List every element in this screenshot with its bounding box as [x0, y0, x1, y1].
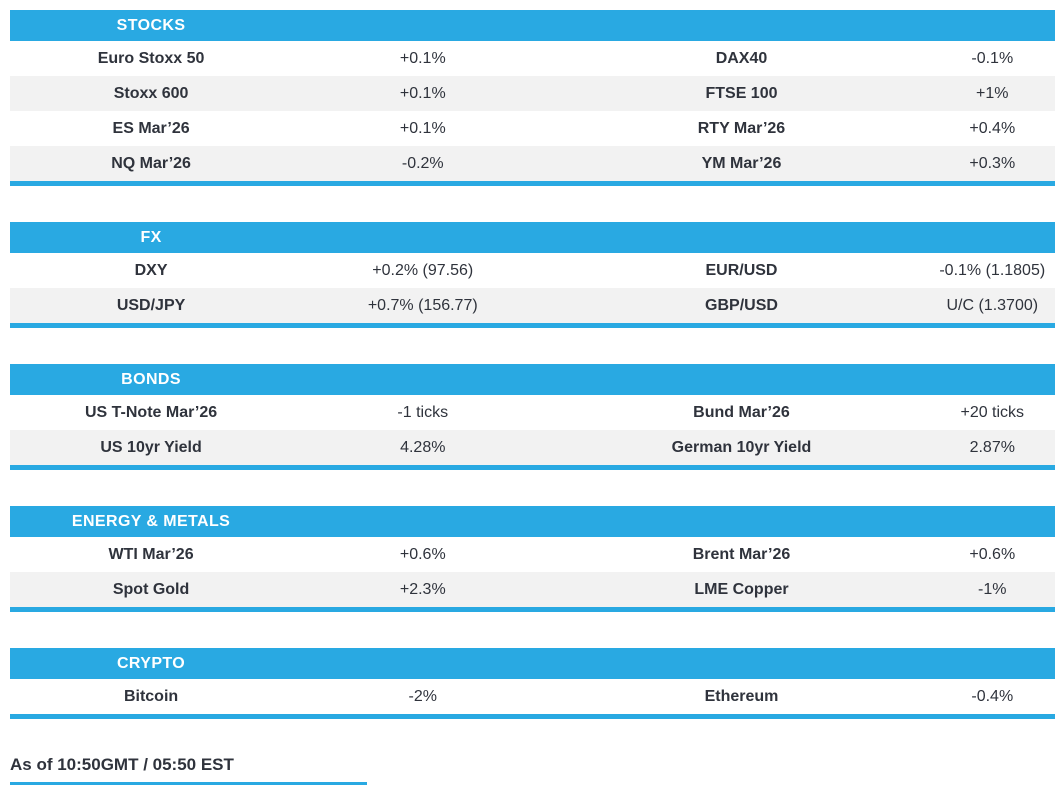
instrument-change: +0.4%: [969, 120, 1016, 137]
as-of-timestamp: As of 10:50GMT / 05:50 EST: [10, 755, 234, 774]
instrument-change: +20 ticks: [960, 404, 1025, 421]
section-rows: WTI Mar’26 +0.6% Brent Mar’26 +0.6% Spot…: [10, 537, 1055, 607]
table-row: Euro Stoxx 50 +0.1% DAX40 -0.1%: [10, 41, 1055, 76]
section-title: CRYPTO: [116, 655, 186, 672]
instrument-name: Euro Stoxx 50: [97, 50, 205, 67]
instrument-name: GBP/USD: [705, 297, 778, 314]
instrument-name: ES Mar’26: [112, 120, 190, 137]
instrument-name: USD/JPY: [116, 297, 186, 314]
instrument-name: LME Copper: [694, 581, 789, 598]
instrument-name: US T-Note Mar’26: [84, 404, 218, 421]
instrument-name: EUR/USD: [705, 262, 778, 279]
market-section: FX DXY +0.2% (97.56) EUR/USD -0.1% (1.18…: [10, 222, 1055, 328]
instrument-change: -2%: [408, 688, 437, 705]
table-row: ES Mar’26 +0.1% RTY Mar’26 +0.4%: [10, 111, 1055, 146]
market-sections: STOCKS Euro Stoxx 50 +0.1% DAX40 -0.1% S…: [10, 10, 1055, 719]
table-row: US T-Note Mar’26 -1 ticks Bund Mar’26 +2…: [10, 395, 1055, 430]
instrument-name: DXY: [134, 262, 168, 279]
table-row: DXY +0.2% (97.56) EUR/USD -0.1% (1.1805): [10, 253, 1055, 288]
instrument-change: 4.28%: [400, 439, 446, 456]
market-section: ENERGY & METALS WTI Mar’26 +0.6% Brent M…: [10, 506, 1055, 612]
instrument-name: Brent Mar’26: [692, 546, 791, 563]
instrument-name: RTY Mar’26: [697, 120, 786, 137]
instrument-change: -1%: [978, 581, 1007, 598]
section-header: CRYPTO: [10, 648, 1055, 679]
instrument-name: NQ Mar’26: [111, 155, 191, 172]
instrument-name: Stoxx 600: [113, 85, 189, 102]
instrument-name: FTSE 100: [705, 85, 778, 102]
instrument-name: US 10yr Yield: [100, 439, 202, 456]
table-row: Bitcoin -2% Ethereum -0.4%: [10, 679, 1055, 714]
section-title: BONDS: [121, 371, 181, 388]
instrument-change: +0.1%: [399, 50, 446, 67]
instrument-change: +0.1%: [399, 85, 446, 102]
section-title: STOCKS: [116, 17, 186, 34]
market-section: CRYPTO Bitcoin -2% Ethereum -0.4%: [10, 648, 1055, 719]
table-row: US 10yr Yield 4.28% German 10yr Yield 2.…: [10, 430, 1055, 465]
instrument-change: -0.4%: [971, 688, 1014, 705]
table-row: Spot Gold +2.3% LME Copper -1%: [10, 572, 1055, 607]
section-rows: US T-Note Mar’26 -1 ticks Bund Mar’26 +2…: [10, 395, 1055, 465]
instrument-change: -1 ticks: [397, 404, 449, 421]
instrument-change: U/C (1.3700): [946, 297, 1039, 314]
section-rows: Bitcoin -2% Ethereum -0.4%: [10, 679, 1055, 714]
instrument-change: -0.1% (1.1805): [939, 262, 1046, 279]
instrument-name: Bitcoin: [123, 688, 179, 705]
instrument-name: Bund Mar’26: [693, 404, 790, 421]
market-section: STOCKS Euro Stoxx 50 +0.1% DAX40 -0.1% S…: [10, 10, 1055, 186]
instrument-change: -0.2%: [401, 155, 444, 172]
section-header: BONDS: [10, 364, 1055, 395]
instrument-change: -0.1%: [971, 50, 1014, 67]
instrument-change: +0.2% (97.56): [372, 262, 474, 279]
table-row: Stoxx 600 +0.1% FTSE 100 +1%: [10, 76, 1055, 111]
instrument-name: WTI Mar’26: [108, 546, 194, 563]
table-row: USD/JPY +0.7% (156.77) GBP/USD U/C (1.37…: [10, 288, 1055, 323]
footer-divider: [10, 782, 367, 785]
instrument-name: German 10yr Yield: [671, 439, 812, 456]
instrument-change: +1%: [976, 85, 1009, 102]
section-header: STOCKS: [10, 10, 1055, 41]
section-rows: DXY +0.2% (97.56) EUR/USD -0.1% (1.1805)…: [10, 253, 1055, 323]
instrument-name: Ethereum: [704, 688, 779, 705]
section-title: FX: [140, 229, 162, 246]
instrument-name: YM Mar’26: [701, 155, 782, 172]
market-wrap-page: STOCKS Euro Stoxx 50 +0.1% DAX40 -0.1% S…: [10, 10, 1055, 785]
instrument-change: +0.7% (156.77): [367, 297, 478, 314]
market-section: BONDS US T-Note Mar’26 -1 ticks Bund Mar…: [10, 364, 1055, 470]
instrument-change: +0.6%: [399, 546, 446, 563]
table-row: NQ Mar’26 -0.2% YM Mar’26 +0.3%: [10, 146, 1055, 181]
section-rows: Euro Stoxx 50 +0.1% DAX40 -0.1% Stoxx 60…: [10, 41, 1055, 181]
instrument-change: +2.3%: [399, 581, 446, 598]
instrument-name: Spot Gold: [112, 581, 190, 598]
instrument-change: +0.1%: [399, 120, 446, 137]
instrument-change: +0.3%: [969, 155, 1016, 172]
section-header: ENERGY & METALS: [10, 506, 1055, 537]
instrument-change: +0.6%: [969, 546, 1016, 563]
section-header: FX: [10, 222, 1055, 253]
instrument-name: DAX40: [715, 50, 768, 67]
section-title: ENERGY & METALS: [71, 513, 231, 530]
instrument-change: 2.87%: [969, 439, 1015, 456]
table-row: WTI Mar’26 +0.6% Brent Mar’26 +0.6%: [10, 537, 1055, 572]
